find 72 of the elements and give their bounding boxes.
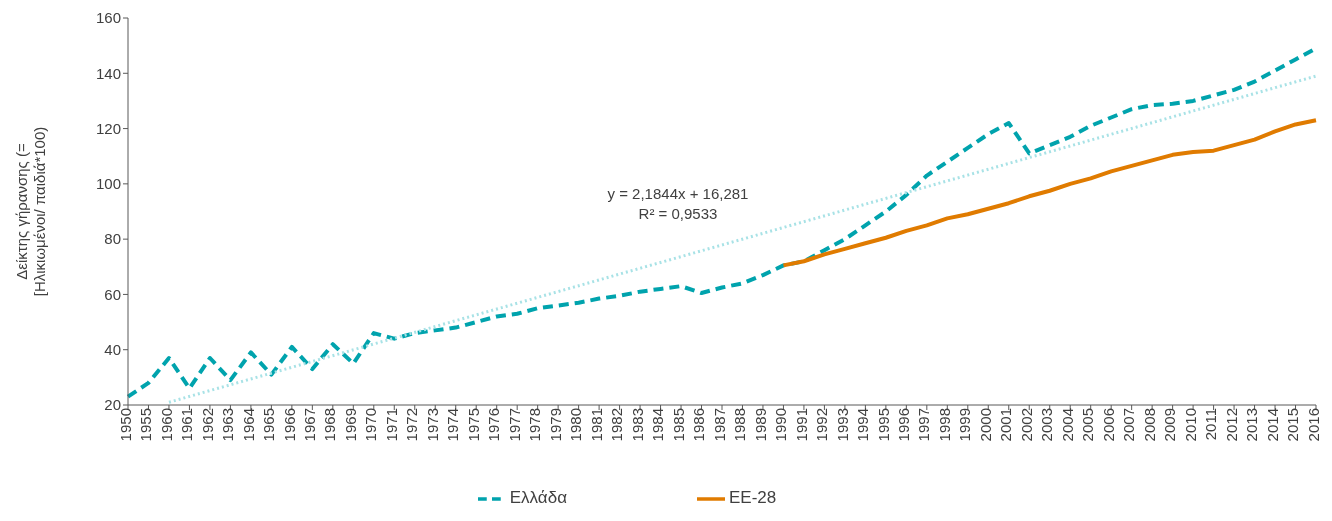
annotation: y = 2,1844x + 16,281 [606, 184, 750, 204]
annotation: R² = 0,9533 [637, 204, 719, 224]
x-tick-label: 1996 [894, 408, 912, 442]
x-tick-label: 2003 [1038, 408, 1056, 442]
x-tick-label: 1993 [833, 408, 851, 442]
x-tick-label: 1968 [321, 408, 339, 442]
x-tick-label: 1955 [137, 408, 155, 442]
x-tick-label: 1965 [260, 408, 278, 442]
x-tick-label: 1984 [649, 408, 667, 442]
x-tick-label: 2014 [1263, 408, 1281, 442]
x-tick-label: 1972 [403, 408, 421, 442]
x-tick-label: 2013 [1243, 408, 1261, 442]
y-tick-label: 40 [104, 341, 121, 359]
x-tick-label: 2011 [1202, 408, 1220, 441]
x-tick-label: 2012 [1222, 408, 1240, 442]
y-tick-label: 140 [95, 64, 121, 82]
x-tick-label: 1963 [219, 408, 237, 442]
x-tick-label: 1975 [464, 408, 482, 442]
line-series [781, 118, 1318, 268]
y-axis-title: Δείκτης γήρανσης (= [Ηλικιωμένοι/ παιδιά*100) [13, 126, 48, 297]
x-tick-label: 1980 [567, 408, 585, 442]
x-tick-label: 2001 [997, 408, 1015, 442]
x-tick-label: 1998 [935, 408, 953, 442]
x-tick-label: 1981 [587, 408, 605, 442]
x-tick-label: 1985 [669, 408, 687, 442]
x-tick-label: 2006 [1099, 408, 1117, 442]
x-tick-label: 1971 [382, 408, 400, 442]
x-tick-label: 1973 [423, 408, 441, 442]
x-tick-label: 1977 [505, 408, 523, 442]
y-tick-label: 160 [95, 9, 121, 27]
y-tick-label: 80 [104, 230, 121, 248]
y-tick-label: 120 [95, 119, 121, 137]
x-tick-label: 2015 [1284, 408, 1302, 442]
y-tick-label: 20 [104, 396, 121, 414]
x-tick-label: 1964 [239, 408, 257, 442]
x-tick-label: 2008 [1140, 408, 1158, 442]
legend-label: Ελλάδα [509, 488, 567, 508]
x-tick-label: 2009 [1161, 408, 1179, 442]
x-tick-label: 1974 [444, 408, 462, 442]
x-tick-label: 1988 [731, 408, 749, 442]
x-tick-label: 1995 [874, 408, 892, 442]
y-tick-label: 100 [95, 175, 121, 193]
x-tick-label: 1989 [751, 408, 769, 442]
x-tick-label: 2005 [1079, 408, 1097, 442]
x-tick-label: 1982 [608, 408, 626, 442]
x-tick-label: 1986 [690, 408, 708, 442]
x-tick-label: 1987 [710, 408, 728, 442]
x-tick-label: 1962 [198, 408, 216, 442]
x-tick-label: 1999 [956, 408, 974, 442]
x-tick-label: 1997 [915, 408, 933, 442]
x-tick-label: 1991 [792, 408, 810, 442]
x-tick-label: 1983 [628, 408, 646, 442]
x-tick-label: 1969 [341, 408, 359, 442]
x-tick-label: 2004 [1058, 408, 1076, 442]
x-tick-label: 1978 [526, 408, 544, 442]
x-tick-label: 1994 [854, 408, 872, 442]
x-tick-label: 1967 [300, 408, 318, 442]
x-tick-label: 1960 [157, 408, 175, 442]
x-tick-label: 1990 [772, 408, 790, 442]
x-tick-label: 2016 [1304, 408, 1322, 442]
x-tick-label: 2002 [1017, 408, 1035, 442]
x-tick-label: 1966 [280, 408, 298, 442]
y-tick-label: 60 [104, 285, 121, 303]
x-tick-label: 2000 [976, 408, 994, 442]
x-tick-label: 1961 [178, 408, 196, 442]
x-tick-label: 1970 [362, 408, 380, 442]
x-tick-label: 2010 [1181, 408, 1199, 442]
x-tick-label: 2007 [1120, 408, 1138, 442]
x-tick-label: 1992 [813, 408, 831, 442]
x-tick-label: 1976 [485, 408, 503, 442]
legend-label: ΕΕ-28 [728, 488, 777, 508]
x-tick-label: 1979 [546, 408, 564, 442]
